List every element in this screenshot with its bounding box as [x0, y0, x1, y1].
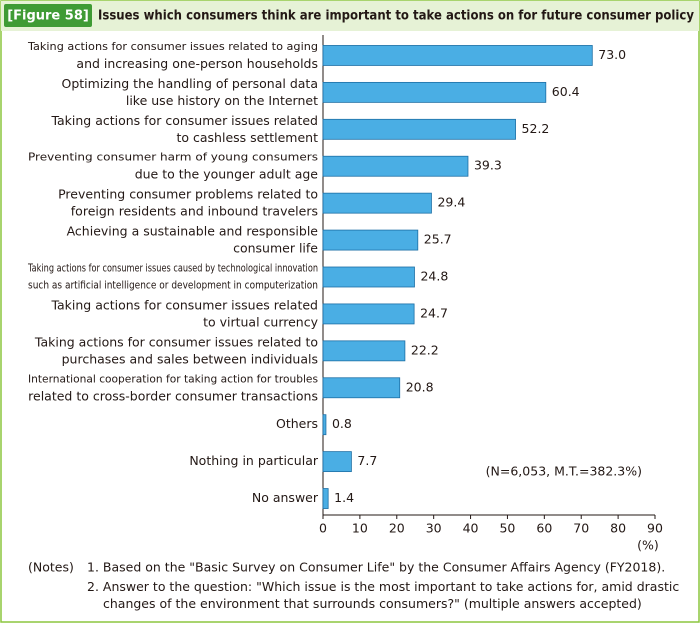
bar: [322, 303, 415, 325]
bar: [322, 81, 547, 103]
y-tick-label: International cooperation for taking act…: [28, 373, 318, 403]
notes-label: (Notes): [28, 560, 74, 575]
x-tick-label: 90: [647, 521, 663, 536]
value-label: 24.8: [420, 269, 448, 284]
x-tick-label: 70: [573, 521, 589, 536]
y-tick-label: Preventing consumer problems related to f…: [58, 186, 318, 218]
value-label: 73.0: [598, 47, 626, 62]
value-label: 60.4: [552, 84, 580, 99]
y-tick-label: Others: [276, 416, 318, 431]
y-tick-label: Taking actions for consumer issues relat…: [27, 41, 318, 71]
value-label: 29.4: [437, 195, 465, 210]
y-tick-label: Taking actions for consumer issues relat…: [50, 112, 318, 144]
value-label: 0.8: [332, 416, 352, 431]
x-tick-label: 30: [426, 521, 442, 536]
note: 2. Answer to the question: "Which issue …: [87, 579, 679, 611]
y-tick-label: Nothing in particular: [189, 453, 319, 468]
value-label: 22.2: [411, 342, 439, 357]
value-label: 52.2: [522, 121, 550, 136]
value-label: 20.8: [406, 379, 434, 394]
chart-title: Issues which consumers think are importa…: [98, 9, 694, 24]
x-tick-label: 20: [389, 521, 405, 536]
annotation: (N=6,053, M.T.=382.3%): [486, 464, 642, 479]
bar: [322, 192, 432, 214]
value-label: 24.7: [420, 305, 448, 320]
value-label: 25.7: [424, 232, 452, 247]
x-unit: (%): [637, 538, 659, 553]
bar: [322, 377, 401, 399]
figure-label: [Figure 58]: [7, 9, 89, 24]
bar: [322, 451, 352, 473]
x-tick-label: 0: [319, 521, 327, 536]
y-tick-label: Optimizing the handling of personal data…: [62, 75, 319, 107]
x-tick-label: 50: [499, 521, 515, 536]
bar: [322, 488, 329, 509]
title-band: [1, 1, 699, 31]
bar: [322, 45, 593, 66]
x-tick-label: 60: [536, 521, 552, 536]
x-tick-label: 10: [352, 521, 368, 536]
y-tick-label: Achieving a sustainable and responsible c…: [67, 223, 319, 255]
bar: [322, 340, 406, 362]
x-tick-label: 80: [610, 521, 626, 536]
bar: [322, 266, 415, 288]
x-tick-label: 40: [463, 521, 479, 536]
bar: [322, 155, 469, 177]
y-tick-label: Taking actions for consumer issues cause…: [27, 263, 318, 292]
y-tick-label: No answer: [252, 490, 319, 505]
bar: [322, 118, 516, 140]
bar: [322, 229, 419, 251]
y-tick-label: Preventing consumer harm of young consum…: [28, 152, 318, 182]
note: 1. Based on the "Basic Survey on Consume…: [87, 560, 665, 575]
y-tick-label: Taking actions for consumer issues relat…: [50, 297, 318, 329]
value-label: 1.4: [334, 490, 354, 505]
value-label: 39.3: [474, 158, 502, 173]
y-tick-label: Taking actions for consumer issues relat…: [34, 334, 318, 366]
figure-label-box: [4, 4, 92, 27]
value-label: 7.7: [357, 453, 377, 468]
bar: [322, 414, 327, 436]
